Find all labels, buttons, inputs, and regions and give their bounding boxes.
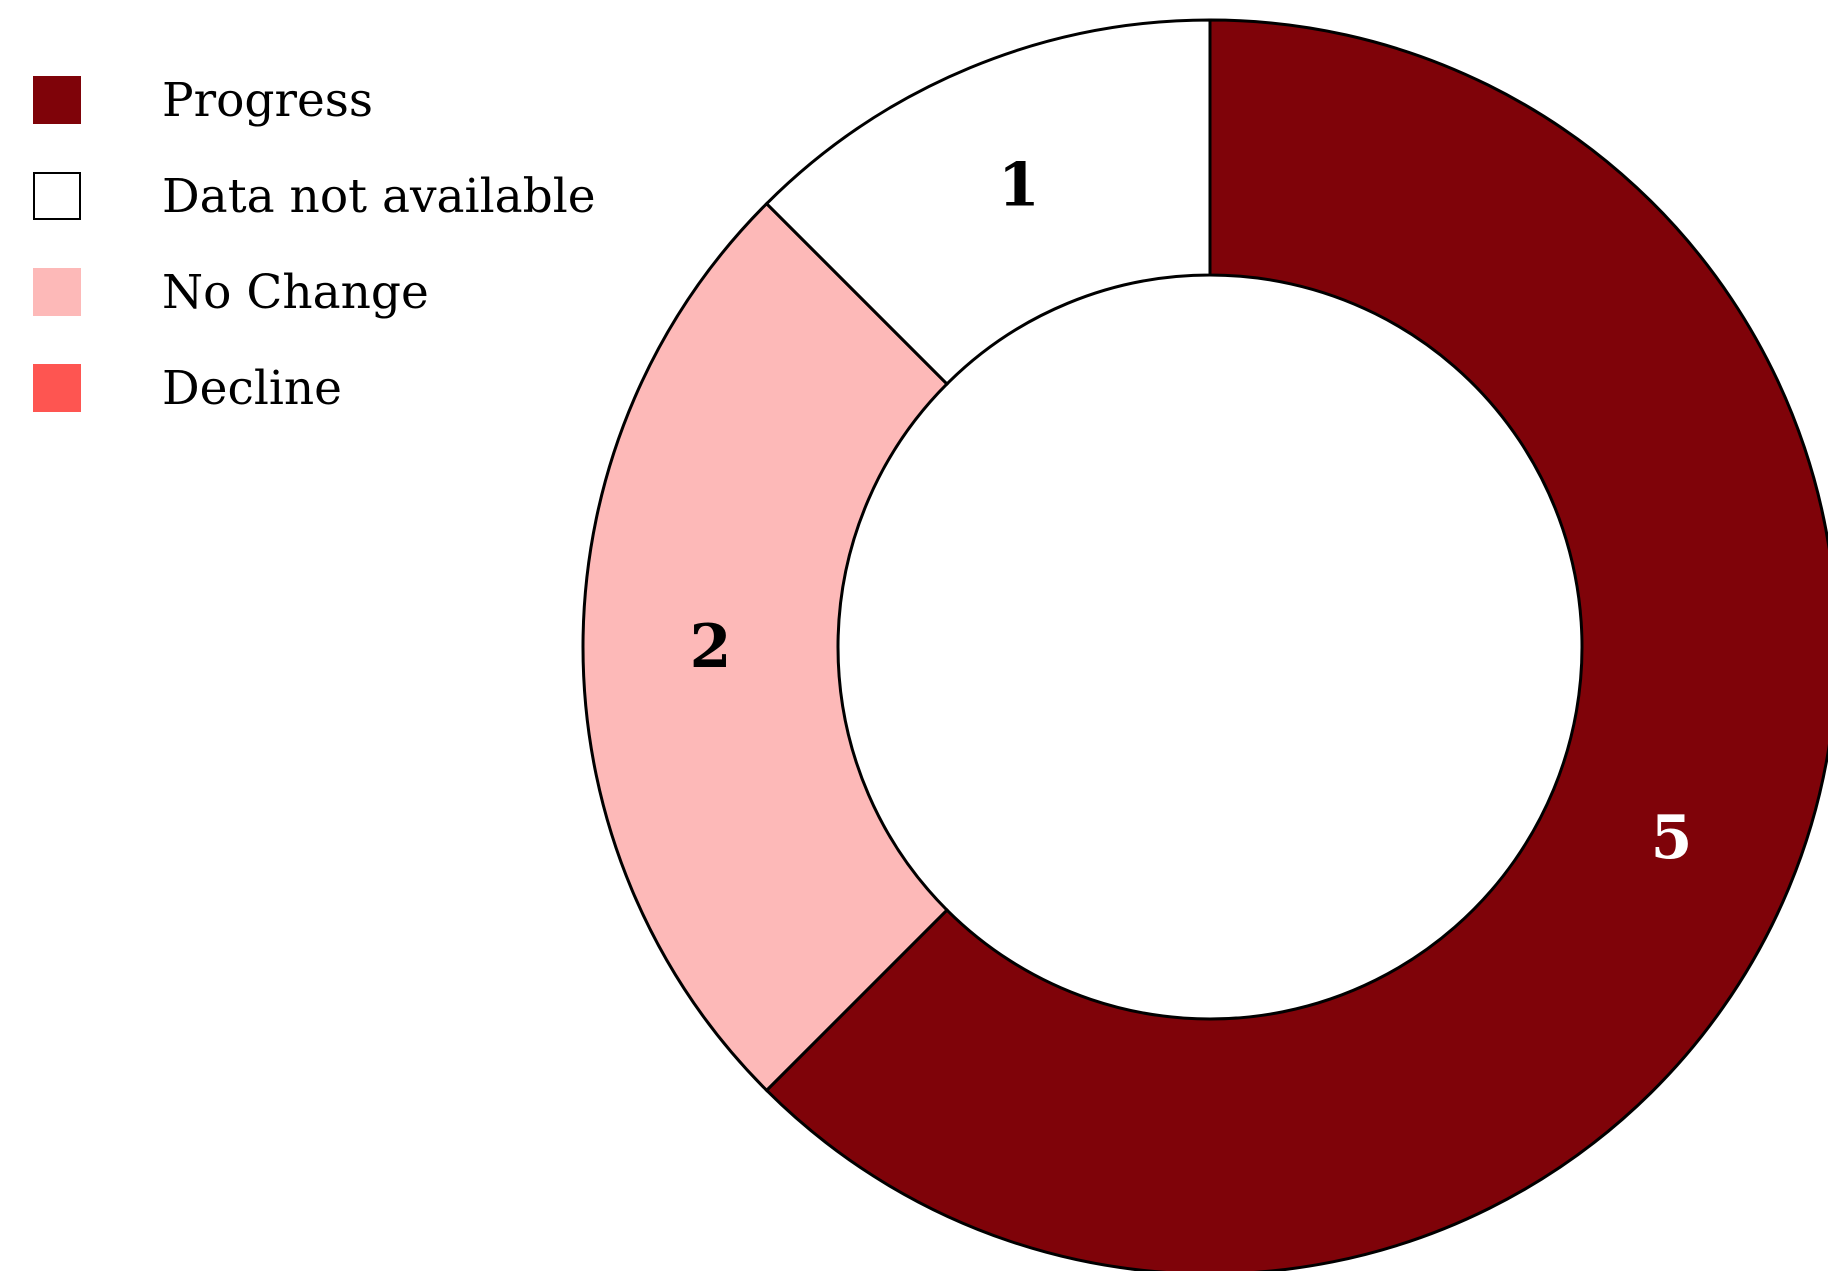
legend-label-decline: Decline <box>162 360 342 416</box>
legend-swatch-decline <box>33 364 81 412</box>
legend-swatch-data-not-available <box>33 172 81 220</box>
slice-label-data-not-available: 1 <box>998 151 1040 221</box>
slice-label-no-change: 2 <box>690 612 732 682</box>
legend-label-data-not-available: Data not available <box>162 168 596 224</box>
legend-item-decline: Decline <box>33 340 596 436</box>
legend-swatch-progress <box>33 76 81 124</box>
legend-item-progress: Progress <box>33 52 596 148</box>
slice-label-progress: 5 <box>1651 803 1693 873</box>
legend-swatch-no-change <box>33 268 81 316</box>
legend-item-no-change: No Change <box>33 244 596 340</box>
legend: Progress Data not available No Change De… <box>33 52 596 436</box>
slice-no-change <box>581 201 950 1093</box>
legend-label-progress: Progress <box>162 72 373 128</box>
legend-label-no-change: No Change <box>162 264 429 320</box>
legend-item-data-not-available: Data not available <box>33 148 596 244</box>
slice-progress <box>764 18 1828 1275</box>
slice-labels-group: 5 2 1 <box>690 151 1693 874</box>
slice-data-not-available <box>764 18 1212 387</box>
slices-group <box>581 18 1828 1275</box>
